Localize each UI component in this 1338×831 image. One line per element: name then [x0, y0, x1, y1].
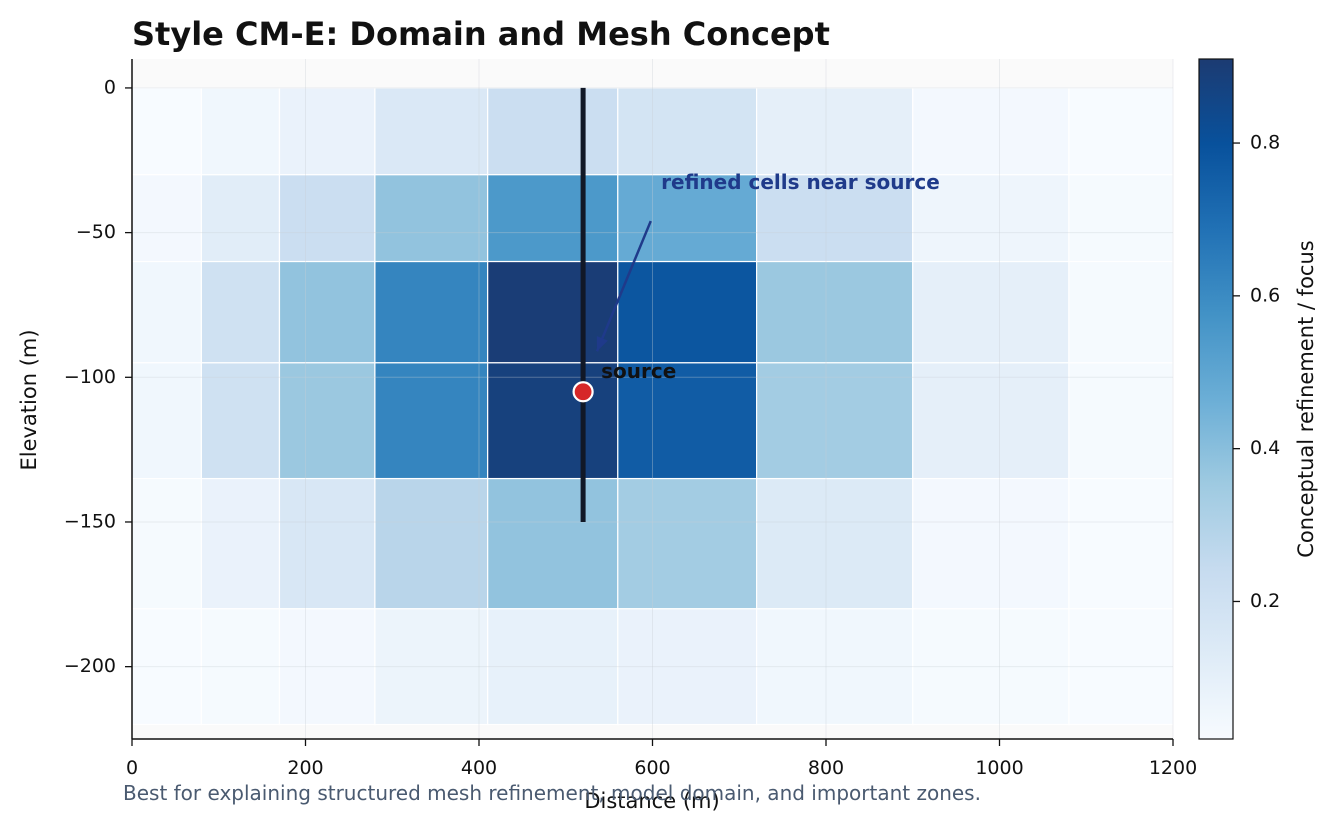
mesh-cell [755, 608, 914, 726]
mesh-cell [487, 608, 619, 726]
mesh-cell [200, 260, 281, 364]
mesh-cell [755, 87, 914, 176]
mesh-cell [1068, 608, 1174, 726]
mesh-cell [374, 174, 489, 263]
colorbar-tick-label: 0.2 [1250, 590, 1280, 612]
mesh-cell [912, 260, 1070, 364]
y-axis-label: Elevation (m) [17, 329, 41, 470]
mesh-cell [912, 174, 1070, 263]
x-tick-label: 400 [461, 757, 497, 779]
colorbar-ticks: 0.2 0.4 0.6 0.8 [1233, 132, 1280, 612]
y-tick-label: −100 [64, 366, 116, 388]
y-tick-label: 0 [104, 76, 116, 98]
mesh-cell [912, 608, 1070, 726]
mesh-cell [755, 362, 914, 480]
annotation-label: refined cells near source [661, 170, 940, 194]
mesh-cell [278, 362, 376, 480]
y-tick-label: −200 [64, 655, 116, 677]
mesh-cell [912, 87, 1070, 176]
x-tick-label: 1200 [1149, 757, 1197, 779]
y-axis-ticks: 0 −50 −100 −150 −200 [64, 76, 132, 677]
mesh-cell [131, 362, 203, 480]
x-axis-label: Distance (m) [584, 789, 719, 813]
mesh-cell [1068, 362, 1174, 480]
x-tick-label: 200 [287, 757, 323, 779]
mesh-cell [200, 477, 281, 610]
x-tick-label: 600 [634, 757, 670, 779]
colorbar-tick-label: 0.4 [1250, 437, 1280, 459]
mesh-cell [755, 477, 914, 610]
mesh-cell [617, 608, 758, 726]
mesh-cell [487, 174, 619, 263]
mesh-cell [278, 608, 376, 726]
mesh-cell [200, 608, 281, 726]
mesh-cell [1068, 87, 1174, 176]
mesh-cell [912, 362, 1070, 480]
mesh-cell [200, 174, 281, 263]
mesh-cell [617, 260, 758, 364]
x-tick-label: 0 [126, 757, 138, 779]
mesh-cell [374, 477, 489, 610]
mesh-cell [1068, 260, 1174, 364]
mesh-cell [131, 174, 203, 263]
mesh-cell [278, 477, 376, 610]
mesh-cell [278, 87, 376, 176]
mesh-cell [374, 362, 489, 480]
x-axis-ticks: 0 200 400 600 800 1000 1200 [126, 739, 1197, 779]
source-marker [572, 381, 594, 403]
source-label: source [601, 359, 676, 383]
mesh-cell [487, 87, 619, 176]
mesh-cell [487, 477, 619, 610]
colorbar-tick-label: 0.6 [1250, 284, 1280, 306]
mesh-cell [131, 87, 203, 176]
mesh-cell [755, 260, 914, 364]
y-tick-label: −50 [76, 221, 116, 243]
mesh-cell [200, 362, 281, 480]
mesh-cell [131, 477, 203, 610]
mesh-cell [617, 87, 758, 176]
mesh-cell [755, 174, 914, 263]
x-tick-label: 1000 [975, 757, 1023, 779]
x-tick-label: 800 [808, 757, 844, 779]
mesh-cell [374, 608, 489, 726]
mesh-cell [278, 174, 376, 263]
mesh-cell [131, 260, 203, 364]
mesh-cell [912, 477, 1070, 610]
colorbar [1198, 58, 1234, 740]
chart-title: Style CM-E: Domain and Mesh Concept [132, 15, 830, 53]
mesh-cells [131, 87, 1174, 726]
mesh-cell [278, 260, 376, 364]
mesh-cell [131, 608, 203, 726]
mesh-cell [617, 477, 758, 610]
y-tick-label: −150 [64, 510, 116, 532]
annotation-arrow-head [596, 336, 608, 352]
plot-gridlines [131, 59, 1174, 739]
mesh-cell [374, 260, 489, 364]
plot-overlay: refined cells near source source [572, 87, 940, 522]
caption: Best for explaining structured mesh refi… [123, 781, 981, 805]
mesh-cell [200, 87, 281, 176]
annotation-arrow-shaft [595, 220, 652, 352]
colorbar-label: Conceptual refinement / focus [1294, 240, 1318, 557]
mesh-cell [617, 362, 758, 480]
mesh-cell [1068, 477, 1174, 610]
mesh-cell [374, 87, 489, 176]
mesh-cell [1068, 174, 1174, 263]
mesh-cell [487, 260, 619, 364]
mesh-cell [487, 362, 619, 480]
colorbar-tick-label: 0.8 [1250, 132, 1280, 154]
